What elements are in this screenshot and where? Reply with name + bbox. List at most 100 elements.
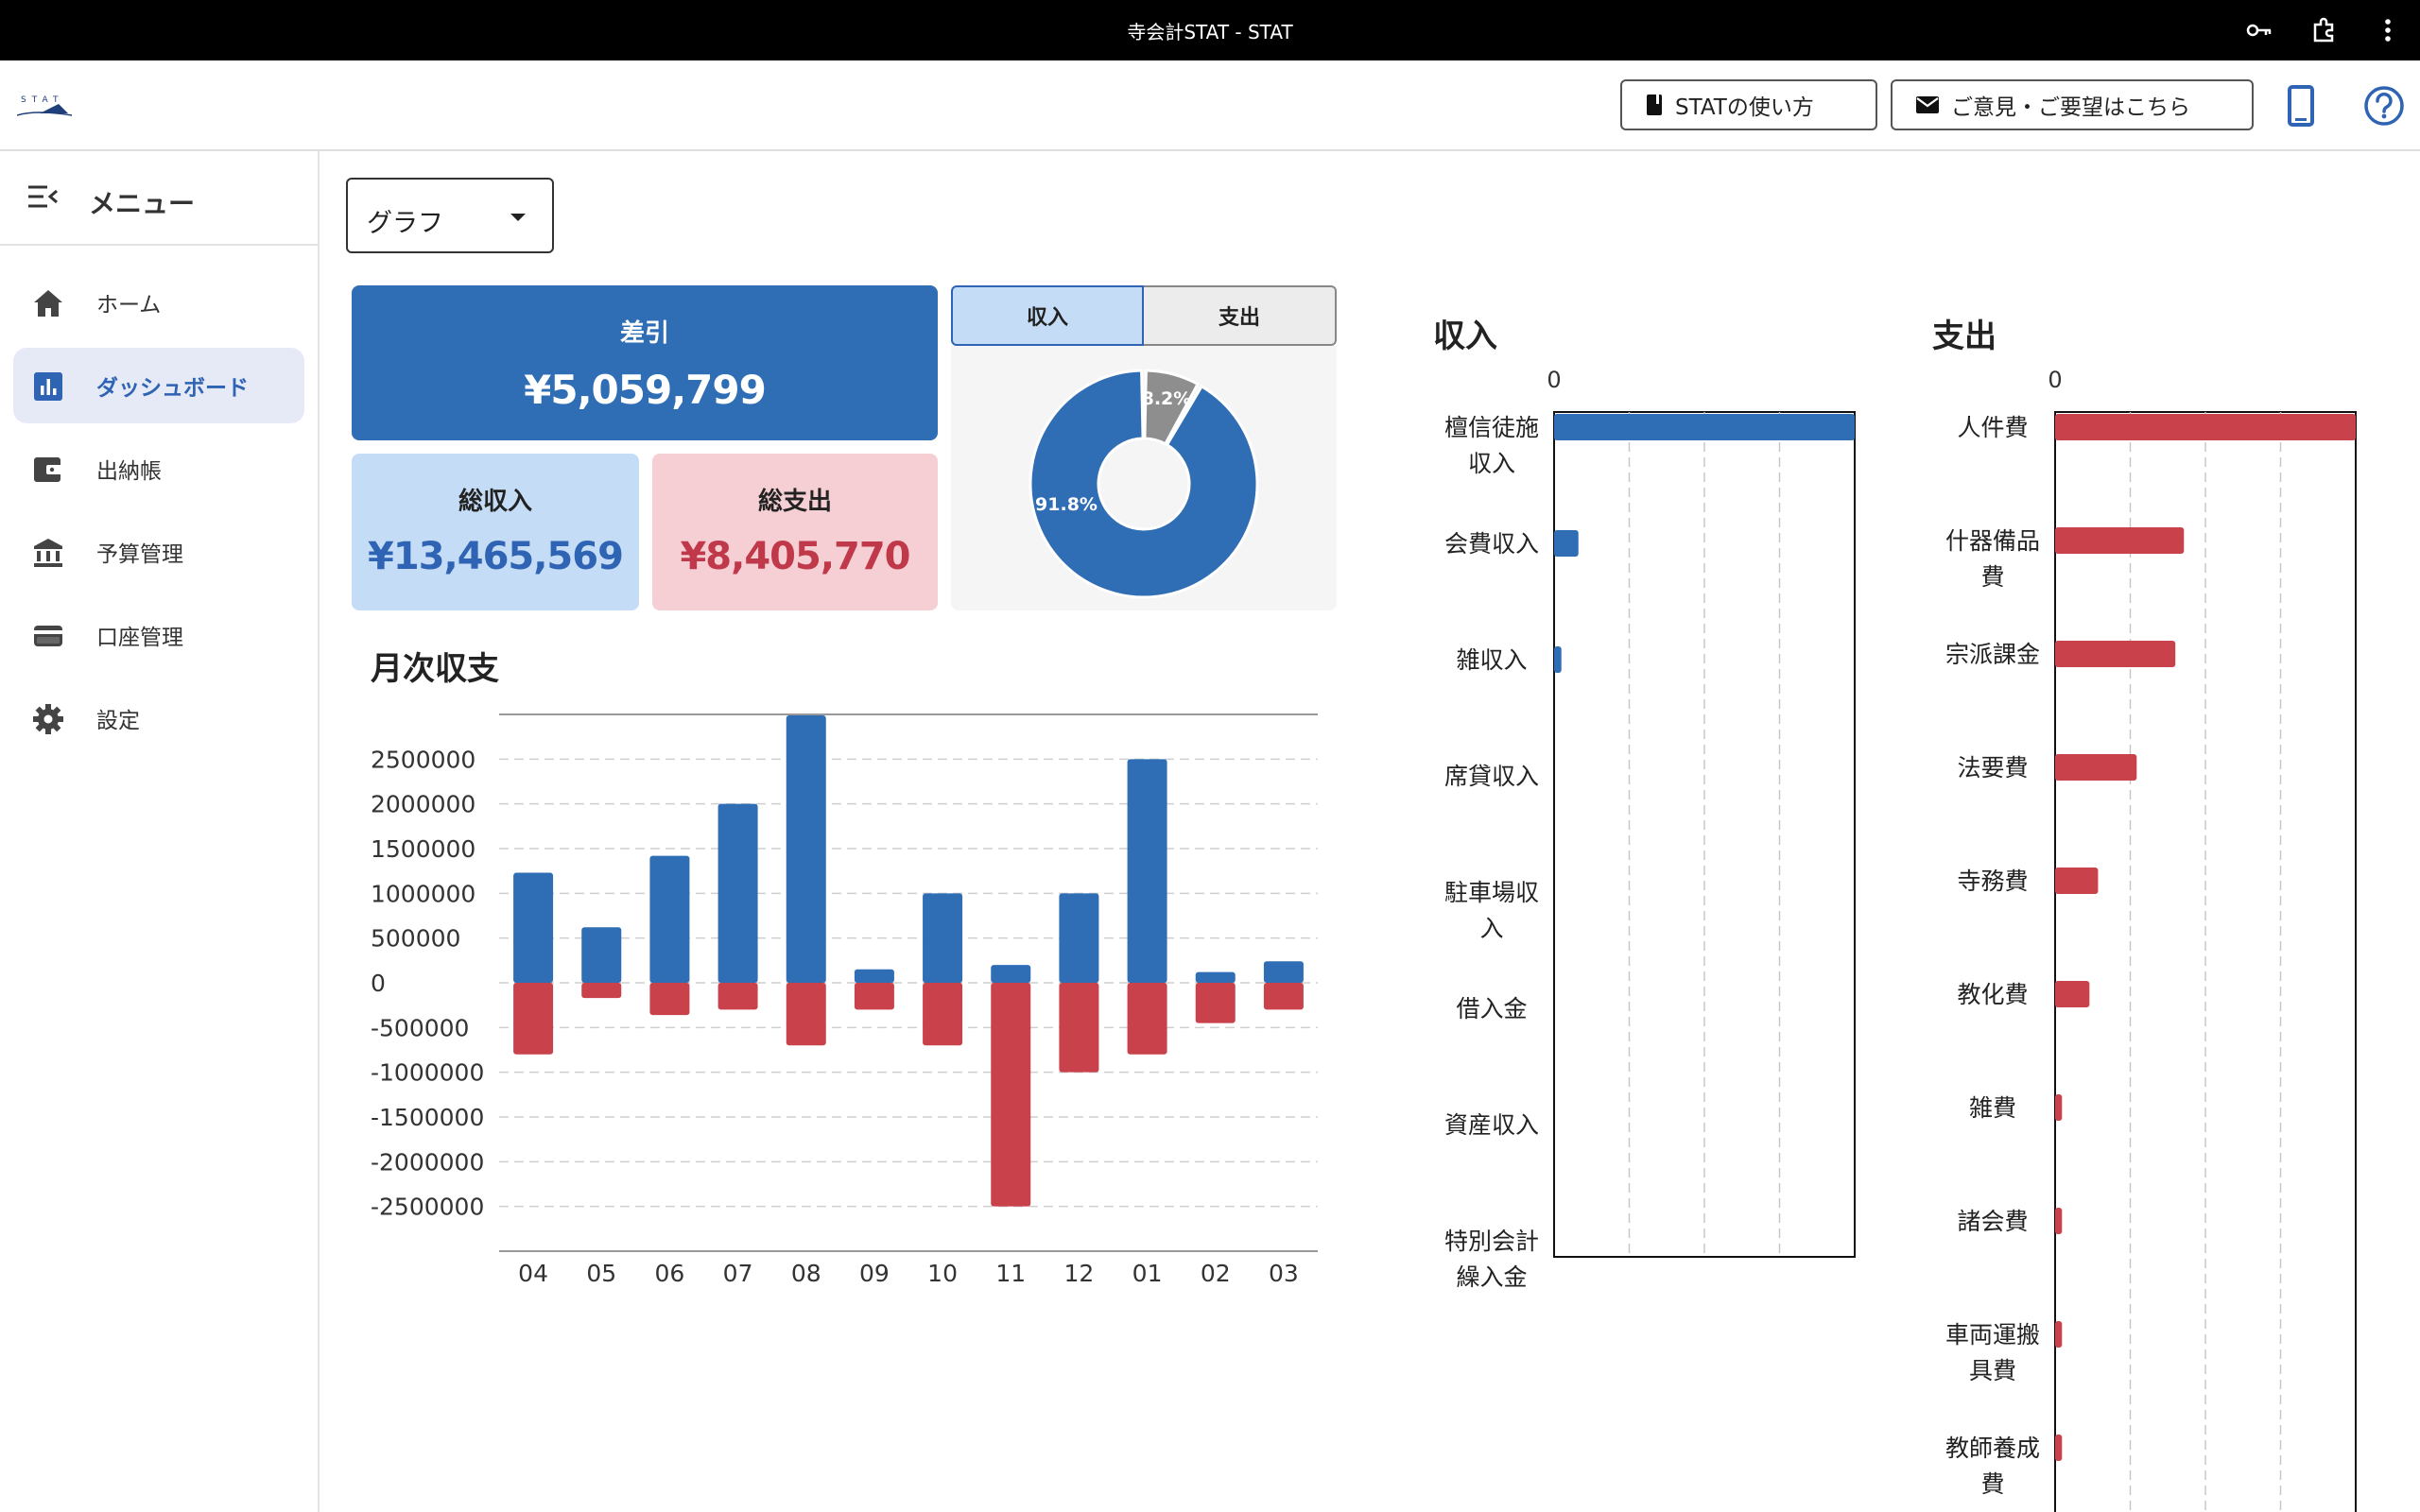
expense-breakdown-title: 支出 — [1932, 318, 1996, 355]
category-bar — [2055, 414, 2356, 440]
total-income-value: ¥13,465,569 — [368, 535, 624, 578]
menu-collapse-icon[interactable] — [26, 183, 59, 210]
mobile-icon[interactable] — [2278, 83, 2324, 129]
category-label: 教化費 — [1957, 981, 2028, 1008]
stat-logo[interactable]: STAT — [16, 91, 74, 123]
category-bar — [2055, 1094, 2063, 1121]
tab-expense[interactable]: 支出 — [1144, 285, 1337, 346]
total-expense-label: 総支出 — [757, 488, 832, 516]
sidebar-item-settings[interactable]: 設定 — [13, 680, 304, 756]
monthly-chart-title: 月次収支 — [371, 650, 499, 688]
income-bar — [513, 872, 554, 983]
tab-income[interactable]: 収入 — [951, 285, 1144, 346]
y-tick-label: 0 — [371, 970, 386, 997]
category-bar — [1554, 530, 1579, 557]
how-to-use-button[interactable]: STATの使い方 — [1620, 79, 1877, 130]
category-bar — [2055, 981, 2090, 1007]
category-label: 借入金 — [1456, 995, 1527, 1022]
sidebar-item-label: ホーム — [96, 293, 162, 318]
book-icon — [1647, 94, 1662, 115]
y-tick-label: -2000000 — [371, 1148, 484, 1176]
card-icon — [34, 626, 62, 646]
sidebar-item-home[interactable]: ホーム — [13, 265, 304, 340]
expense-bar — [854, 983, 894, 1010]
category-bar — [2055, 1321, 2063, 1348]
expense-bar — [1195, 983, 1236, 1023]
category-label: 特別会計繰入金 — [1444, 1228, 1539, 1291]
expense-bar — [513, 983, 554, 1055]
sidebar-item-budget[interactable]: 予算管理 — [13, 514, 304, 590]
sidebar-item-dashboard[interactable]: ダッシュボード — [13, 348, 304, 423]
category-bar — [2055, 868, 2099, 894]
category-bar — [2055, 527, 2185, 554]
sidebar: メニュー ホーム ダッシュボード 出納帳 予算管理 口座管理 設定 — [0, 151, 320, 1512]
x-tick-label: 11 — [995, 1260, 1026, 1287]
income-bar — [1059, 893, 1099, 983]
category-bar — [2055, 1435, 2063, 1461]
expense-bar — [1127, 983, 1167, 1055]
view-select-value: グラフ — [367, 209, 443, 238]
help-icon[interactable] — [2361, 83, 2407, 129]
category-bar — [1554, 646, 1562, 673]
x-tick-label: 05 — [586, 1260, 616, 1287]
income-bar — [991, 965, 1031, 983]
wallet-icon — [34, 457, 62, 482]
window-titlebar: 寺会計STAT - STAT — [0, 0, 2420, 60]
category-label: 宗派課金 — [1945, 641, 2040, 668]
category-label: 諸会費 — [1957, 1208, 2028, 1235]
more-vert-icon[interactable] — [2371, 13, 2405, 47]
home-icon — [34, 290, 62, 317]
donut-slice — [1143, 369, 1201, 446]
category-label: 駐車場収入 — [1444, 879, 1539, 942]
y-tick-label: 2000000 — [371, 791, 475, 818]
category-label: 教師養成費 — [1945, 1435, 2040, 1498]
category-bar — [1554, 414, 1855, 440]
x-tick-label: 03 — [1269, 1260, 1299, 1287]
bar-chart-icon — [34, 372, 62, 401]
income-bar — [923, 893, 963, 983]
app-header: STAT STATの使い方 ご意見・ご要望はこちら — [0, 60, 2420, 151]
category-label: 雑収入 — [1456, 646, 1527, 674]
balance-value: ¥5,059,799 — [524, 367, 767, 413]
x-tick-label: 04 — [518, 1260, 548, 1287]
y-tick-label: -1000000 — [371, 1059, 484, 1087]
y-tick-label: 500000 — [371, 925, 460, 953]
window-title: 寺会計STAT - STAT — [1127, 21, 1293, 43]
view-select[interactable]: グラフ — [346, 178, 554, 253]
x-tick-label: 0 — [1547, 367, 1561, 393]
y-tick-label: 1500000 — [371, 835, 475, 863]
how-to-use-label: STATの使い方 — [1675, 95, 1814, 120]
gear-icon — [33, 704, 63, 734]
extension-icon[interactable] — [2307, 13, 2341, 47]
total-expense-value: ¥8,405,770 — [680, 535, 910, 578]
key-icon[interactable] — [2242, 13, 2276, 47]
category-label: 檀信徒施収入 — [1444, 414, 1539, 477]
expense-bar — [1263, 983, 1304, 1010]
expense-bar — [786, 983, 826, 1046]
sidebar-item-label: ダッシュボード — [96, 376, 249, 401]
expense-bar — [991, 983, 1031, 1207]
sidebar-item-accounts[interactable]: 口座管理 — [13, 597, 304, 673]
x-tick-label: 01 — [1132, 1260, 1163, 1287]
category-label: 車両運搬具費 — [1945, 1321, 2040, 1384]
sidebar-item-ledger[interactable]: 出納帳 — [13, 431, 304, 507]
category-label: 寺務費 — [1957, 868, 2028, 895]
sidebar-item-label: 出納帳 — [96, 459, 162, 484]
donut-slice-label: 91.8% — [1035, 494, 1098, 515]
total-income-label: 総収入 — [458, 488, 532, 516]
x-tick-label: 02 — [1201, 1260, 1231, 1287]
feedback-button[interactable]: ご意見・ご要望はこちら — [1891, 79, 2254, 130]
mail-icon — [1916, 96, 1939, 113]
expense-bar — [1059, 983, 1099, 1073]
income-breakdown-title: 収入 — [1433, 318, 1497, 355]
category-bar — [2055, 1208, 2063, 1234]
sidebar-item-label: 設定 — [96, 709, 140, 733]
svg-text:STAT: STAT — [21, 95, 63, 105]
y-tick-label: -2500000 — [371, 1194, 484, 1221]
menu-header[interactable]: メニュー — [0, 151, 318, 246]
x-tick-label: 09 — [859, 1260, 890, 1287]
income-bar — [649, 855, 690, 983]
income-bar — [717, 803, 758, 983]
x-tick-label: 07 — [723, 1260, 753, 1287]
